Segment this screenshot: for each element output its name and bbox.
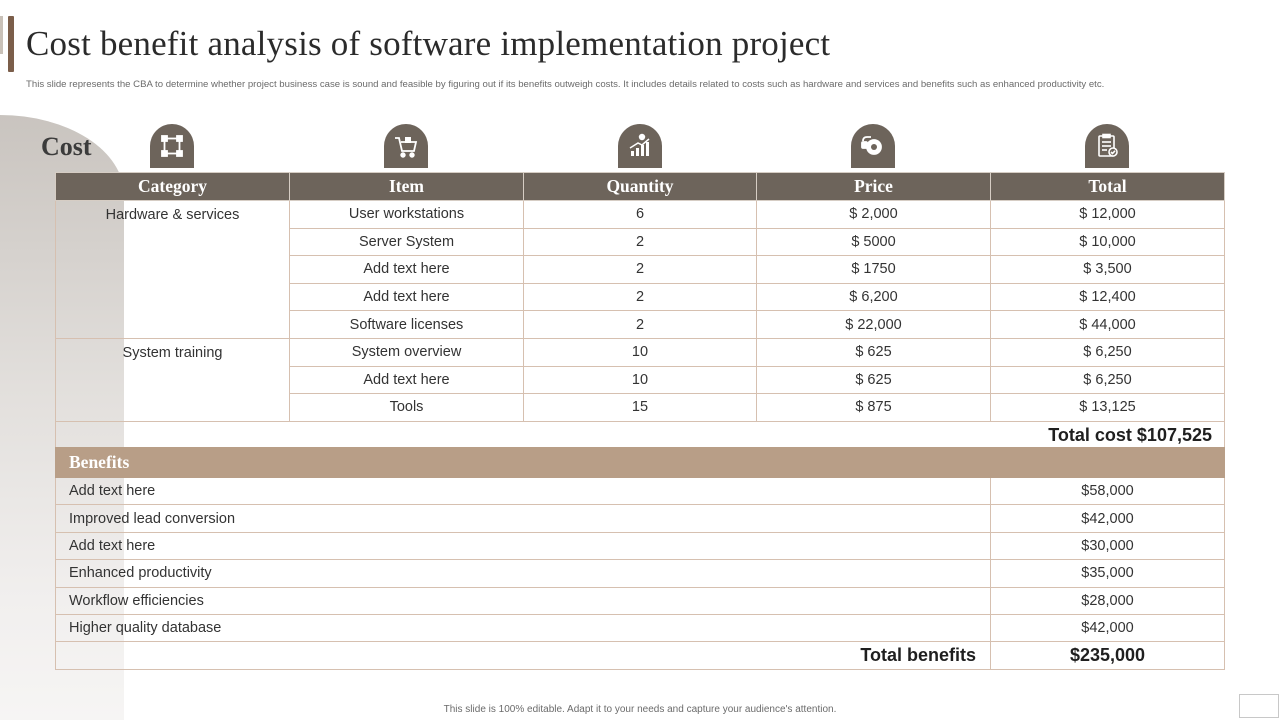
benefits-table: Benefits Add text here $58,000 Improved … bbox=[55, 447, 1225, 671]
gear-hand-icon bbox=[851, 124, 895, 168]
cart-icon bbox=[384, 124, 428, 168]
cell-item: Tools bbox=[289, 393, 524, 422]
total-benefits-value: $235,000 bbox=[990, 641, 1225, 671]
cell-total: $ 10,000 bbox=[990, 227, 1225, 257]
cost-header-row: Category Item Quantity Price Total bbox=[55, 172, 1225, 201]
benefit-name: Enhanced productivity bbox=[55, 559, 991, 588]
table-row: Add text here 2 $ 1750 $ 3,500 bbox=[55, 255, 1225, 284]
total-benefits-row: Total benefits $235,000 bbox=[55, 641, 1225, 671]
benefit-value: $30,000 bbox=[990, 531, 1225, 561]
header-category: Category bbox=[55, 172, 290, 201]
cost-label: Cost bbox=[41, 132, 92, 161]
cost-table: Category Item Quantity Price Total Hardw… bbox=[55, 172, 1225, 450]
cell-total: $ 12,400 bbox=[990, 282, 1225, 312]
cell-category bbox=[55, 228, 290, 256]
table-row: System training System overview 10 $ 625… bbox=[55, 337, 1225, 367]
table-row: Enhanced productivity $35,000 bbox=[55, 559, 1225, 588]
benefit-name: Workflow efficiencies bbox=[55, 586, 991, 615]
cell-item: Add text here bbox=[289, 282, 524, 312]
cell-category: System training bbox=[55, 337, 290, 367]
benefit-name: Higher quality database bbox=[55, 613, 991, 643]
footer-note: This slide is 100% editable. Adapt it to… bbox=[443, 704, 837, 715]
benefits-header: Benefits bbox=[55, 447, 1225, 478]
benefit-name: Add text here bbox=[55, 476, 991, 506]
cell-total: $ 13,125 bbox=[990, 393, 1225, 422]
page-subtitle: This slide represents the CBA to determi… bbox=[26, 79, 1105, 90]
table-row: Tools 15 $ 875 $ 13,125 bbox=[55, 393, 1225, 422]
benefit-value: $42,000 bbox=[990, 504, 1225, 533]
cell-category bbox=[55, 393, 290, 422]
network-icon bbox=[150, 124, 194, 168]
header-quantity: Quantity bbox=[523, 172, 757, 201]
benefit-value: $28,000 bbox=[990, 586, 1225, 615]
benefit-name: Add text here bbox=[55, 531, 991, 561]
cell-total: $ 3,500 bbox=[990, 255, 1225, 284]
total-benefits-label: Total benefits bbox=[55, 641, 991, 671]
benefits-header-row: Benefits bbox=[55, 447, 1225, 478]
cell-item: Software licenses bbox=[289, 310, 524, 339]
cell-total: $ 44,000 bbox=[990, 310, 1225, 339]
accent-bar bbox=[8, 16, 14, 72]
cell-item: System overview bbox=[289, 337, 524, 367]
table-row: Add text here $30,000 bbox=[55, 531, 1225, 561]
benefit-value: $42,000 bbox=[990, 613, 1225, 643]
benefit-value: $35,000 bbox=[990, 559, 1225, 588]
cell-quantity: 6 bbox=[523, 200, 757, 229]
benefit-value: $58,000 bbox=[990, 476, 1225, 506]
cell-price: $ 5000 bbox=[756, 227, 991, 257]
checklist-icon bbox=[1085, 124, 1129, 168]
table-row: Add text here 2 $ 6,200 $ 12,400 bbox=[55, 282, 1225, 312]
table-row: Add text here 10 $ 625 $ 6,250 bbox=[55, 365, 1225, 395]
cell-total: $ 12,000 bbox=[990, 200, 1225, 229]
cell-price: $ 1750 bbox=[756, 255, 991, 284]
cell-item: User workstations bbox=[289, 200, 524, 229]
total-cost: Total cost $107,525 bbox=[55, 420, 1225, 450]
benefit-name: Improved lead conversion bbox=[55, 504, 991, 533]
page-title: Cost benefit analysis of software implem… bbox=[26, 24, 831, 63]
cell-category bbox=[55, 255, 290, 284]
cell-total: $ 6,250 bbox=[990, 365, 1225, 395]
cell-total: $ 6,250 bbox=[990, 337, 1225, 367]
header-total: Total bbox=[990, 172, 1225, 201]
table-row: Add text here $58,000 bbox=[55, 476, 1225, 506]
cell-price: $ 625 bbox=[756, 337, 991, 367]
cell-price: $ 22,000 bbox=[756, 310, 991, 339]
cell-quantity: 2 bbox=[523, 255, 757, 284]
cell-quantity: 10 bbox=[523, 365, 757, 395]
cell-item: Add text here bbox=[289, 365, 524, 395]
cell-price: $ 6,200 bbox=[756, 282, 991, 312]
table-row: Hardware & services User workstations 6 … bbox=[55, 200, 1225, 229]
header-price: Price bbox=[756, 172, 991, 201]
cell-quantity: 15 bbox=[523, 393, 757, 422]
cell-category bbox=[55, 283, 290, 311]
cell-item: Server System bbox=[289, 227, 524, 257]
accent-bar-light bbox=[0, 16, 3, 54]
cell-quantity: 2 bbox=[523, 310, 757, 339]
table-row: Server System 2 $ 5000 $ 10,000 bbox=[55, 227, 1225, 257]
cell-price: $ 875 bbox=[756, 393, 991, 422]
cell-category: Hardware & services bbox=[55, 200, 290, 229]
cell-quantity: 10 bbox=[523, 337, 757, 367]
cell-category bbox=[55, 366, 290, 394]
cell-price: $ 625 bbox=[756, 365, 991, 395]
cell-quantity: 2 bbox=[523, 282, 757, 312]
corner-box bbox=[1239, 694, 1279, 718]
cell-quantity: 2 bbox=[523, 227, 757, 257]
table-row: Improved lead conversion $42,000 bbox=[55, 504, 1225, 533]
cell-item: Add text here bbox=[289, 255, 524, 284]
total-cost-row: Total cost $107,525 bbox=[55, 420, 1225, 450]
table-row: Software licenses 2 $ 22,000 $ 44,000 bbox=[55, 310, 1225, 339]
table-row: Workflow efficiencies $28,000 bbox=[55, 586, 1225, 615]
growth-chart-icon bbox=[618, 124, 662, 168]
header-item: Item bbox=[289, 172, 524, 201]
cell-category bbox=[55, 310, 290, 339]
cell-price: $ 2,000 bbox=[756, 200, 991, 229]
table-row: Higher quality database $42,000 bbox=[55, 613, 1225, 643]
